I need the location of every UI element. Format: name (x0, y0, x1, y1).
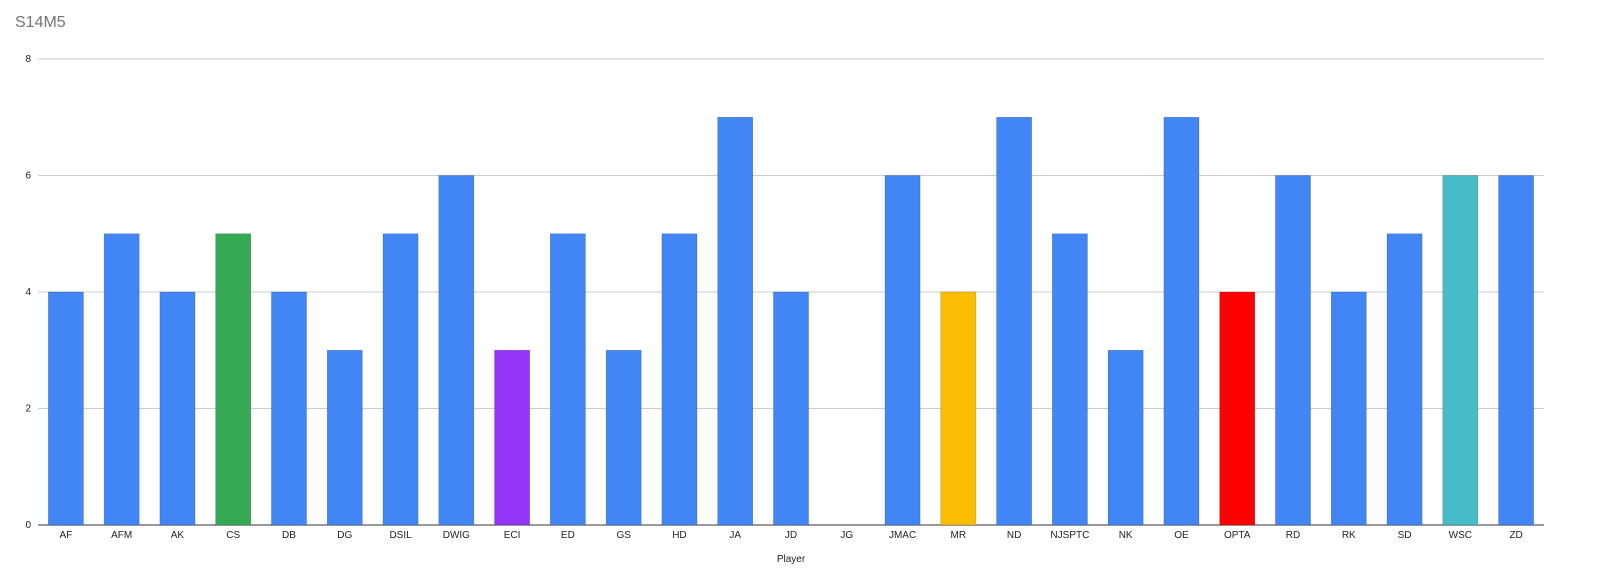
bar-nk (1107, 349, 1144, 526)
bar-rd (1275, 175, 1311, 526)
x-tick-label: RD (1286, 530, 1300, 541)
x-tick-label: JA (729, 530, 741, 541)
bar-sd (1386, 233, 1423, 526)
bar-oe (1163, 116, 1200, 526)
bar-jd (773, 291, 809, 526)
bar-opta (1219, 291, 1256, 526)
bar-dwig (438, 175, 475, 526)
y-tick-label: 0 (25, 520, 31, 531)
y-tick-label: 2 (25, 404, 31, 415)
x-tick-label: ND (1007, 530, 1021, 541)
bar-db (271, 291, 307, 526)
bar-hd (661, 233, 698, 526)
bar-ak (159, 291, 196, 526)
x-tick-label: NK (1119, 530, 1133, 541)
bar-afm (103, 233, 140, 526)
bar-cs (215, 233, 252, 526)
x-tick-label: DG (337, 530, 352, 541)
x-tick-label: OE (1174, 530, 1189, 541)
x-tick-label: RK (1342, 530, 1356, 541)
x-tick-label: JG (840, 530, 853, 541)
bar-gs (605, 349, 642, 526)
bar-af (48, 291, 84, 526)
bar-eci (494, 349, 530, 526)
x-tick-label: WSC (1449, 530, 1472, 541)
x-tick-label: HD (672, 530, 686, 541)
x-tick-label: NJSPTC (1050, 530, 1089, 541)
x-tick-label: GS (616, 530, 631, 541)
x-axis-title: Player (777, 554, 806, 565)
bar-wsc (1442, 175, 1479, 526)
x-tick-label: JMAC (889, 530, 916, 541)
y-tick-label: 8 (25, 54, 31, 65)
bar-ja (717, 116, 754, 526)
x-tick-label: DSIL (389, 530, 412, 541)
bar-ed (550, 233, 586, 526)
y-tick-label: 4 (25, 287, 31, 298)
x-tick-label: AFM (111, 530, 132, 541)
bar-jmac (884, 175, 921, 526)
x-tick-label: ZD (1509, 530, 1522, 541)
x-tick-label: OPTA (1224, 530, 1251, 541)
bar-zd (1498, 175, 1534, 526)
x-tick-label: JD (785, 530, 797, 541)
x-tick-label: AF (59, 530, 72, 541)
y-tick-label: 6 (25, 171, 31, 182)
x-tick-label: DB (282, 530, 296, 541)
bar-mr (940, 291, 977, 526)
x-tick-label: ECI (504, 530, 521, 541)
bar-nd (996, 116, 1032, 526)
bar-njsptc (1052, 233, 1088, 526)
bar-rk (1330, 291, 1367, 526)
x-tick-label: SD (1398, 530, 1412, 541)
x-tick-label: CS (226, 530, 240, 541)
chart-title: S14M5 (15, 14, 66, 31)
bar-dg (326, 349, 363, 526)
bar-dsil (382, 233, 419, 526)
x-tick-label: ED (561, 530, 575, 541)
x-tick-label: MR (951, 530, 967, 541)
x-tick-label: DWIG (443, 530, 470, 541)
x-tick-label: AK (171, 530, 185, 541)
